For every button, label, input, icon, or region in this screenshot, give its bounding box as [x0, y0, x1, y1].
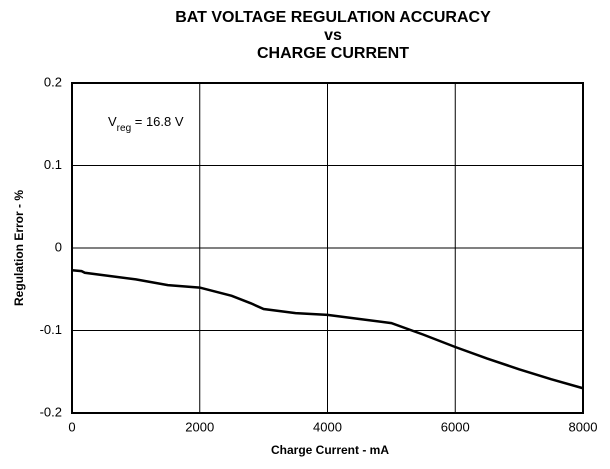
annotation-part: V	[108, 114, 117, 129]
x-tick-label: 6000	[441, 419, 470, 434]
y-tick-label: -0.2	[40, 404, 62, 419]
annotation-part: reg	[117, 123, 131, 134]
y-tick-label: -0.1	[40, 322, 62, 337]
plot-frame	[71, 82, 584, 414]
x-tick-label: 2000	[185, 419, 214, 434]
x-tick-label: 0	[68, 419, 75, 434]
x-axis-label: Charge Current - mA	[271, 443, 389, 457]
y-tick-label: 0.2	[44, 74, 62, 89]
x-tick-label: 8000	[569, 419, 598, 434]
chart-title: BAT VOLTAGE REGULATION ACCURACY	[175, 9, 491, 26]
y-axis-label: Regulation Error - %	[12, 190, 26, 306]
y-tick-label: 0	[55, 239, 62, 254]
annotation-part: = 16.8 V	[131, 114, 184, 129]
x-tick-label: 4000	[313, 419, 342, 434]
chart-title: CHARGE CURRENT	[257, 45, 409, 62]
y-tick-label: 0.1	[44, 157, 62, 172]
annotation: Vreg = 16.8 V	[108, 114, 184, 133]
chart-title: vs	[324, 27, 342, 44]
data-line	[71, 269, 584, 390]
